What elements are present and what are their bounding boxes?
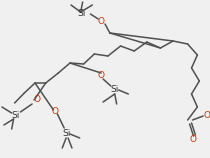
Text: O: O [52,107,59,116]
Text: O: O [203,112,210,121]
Text: O: O [33,95,41,104]
Text: Si: Si [11,110,20,119]
Text: Si: Si [110,85,119,94]
Text: O: O [190,136,197,145]
Text: Si: Si [77,9,86,18]
Text: O: O [98,16,105,25]
Text: Si: Si [62,130,70,139]
Text: O: O [98,70,105,79]
